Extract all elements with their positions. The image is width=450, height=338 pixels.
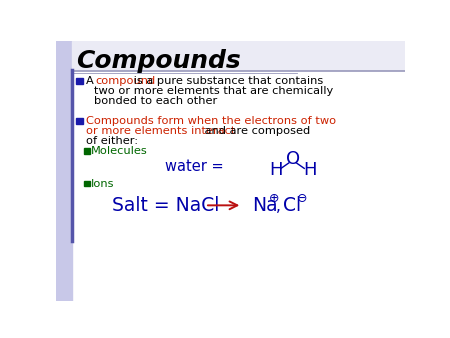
Bar [76, 118, 83, 124]
Text: A: A [86, 76, 98, 86]
Text: ,: , [276, 199, 281, 214]
Bar [76, 77, 83, 84]
Text: Cl: Cl [284, 196, 302, 215]
Text: and are composed: and are composed [201, 126, 310, 137]
Text: H: H [303, 161, 316, 179]
Bar [72, 41, 405, 70]
Text: O: O [286, 150, 300, 168]
Text: is a pure substance that contains: is a pure substance that contains [130, 76, 323, 86]
Text: or more elements interact: or more elements interact [86, 126, 236, 137]
Text: of either:: of either: [86, 137, 139, 146]
Bar [84, 148, 90, 154]
Text: ⊕: ⊕ [270, 192, 280, 205]
Text: bonded to each other: bonded to each other [94, 96, 217, 105]
Text: Na: Na [252, 196, 278, 215]
Text: H: H [269, 161, 282, 179]
Text: ⊖: ⊖ [297, 192, 308, 205]
Text: Compounds: Compounds [76, 49, 241, 73]
Text: water =: water = [165, 159, 228, 174]
Bar [56, 41, 72, 301]
Text: Salt = NaCl: Salt = NaCl [112, 196, 220, 215]
Bar [84, 181, 90, 186]
Text: Ions: Ions [91, 179, 115, 189]
FancyArrowPatch shape [208, 201, 237, 209]
Text: compound: compound [95, 76, 155, 86]
Text: Molecules: Molecules [91, 146, 148, 156]
Text: Compounds form when the electrons of two: Compounds form when the electrons of two [86, 116, 337, 126]
Text: two or more elements that are chemically: two or more elements that are chemically [94, 86, 333, 96]
